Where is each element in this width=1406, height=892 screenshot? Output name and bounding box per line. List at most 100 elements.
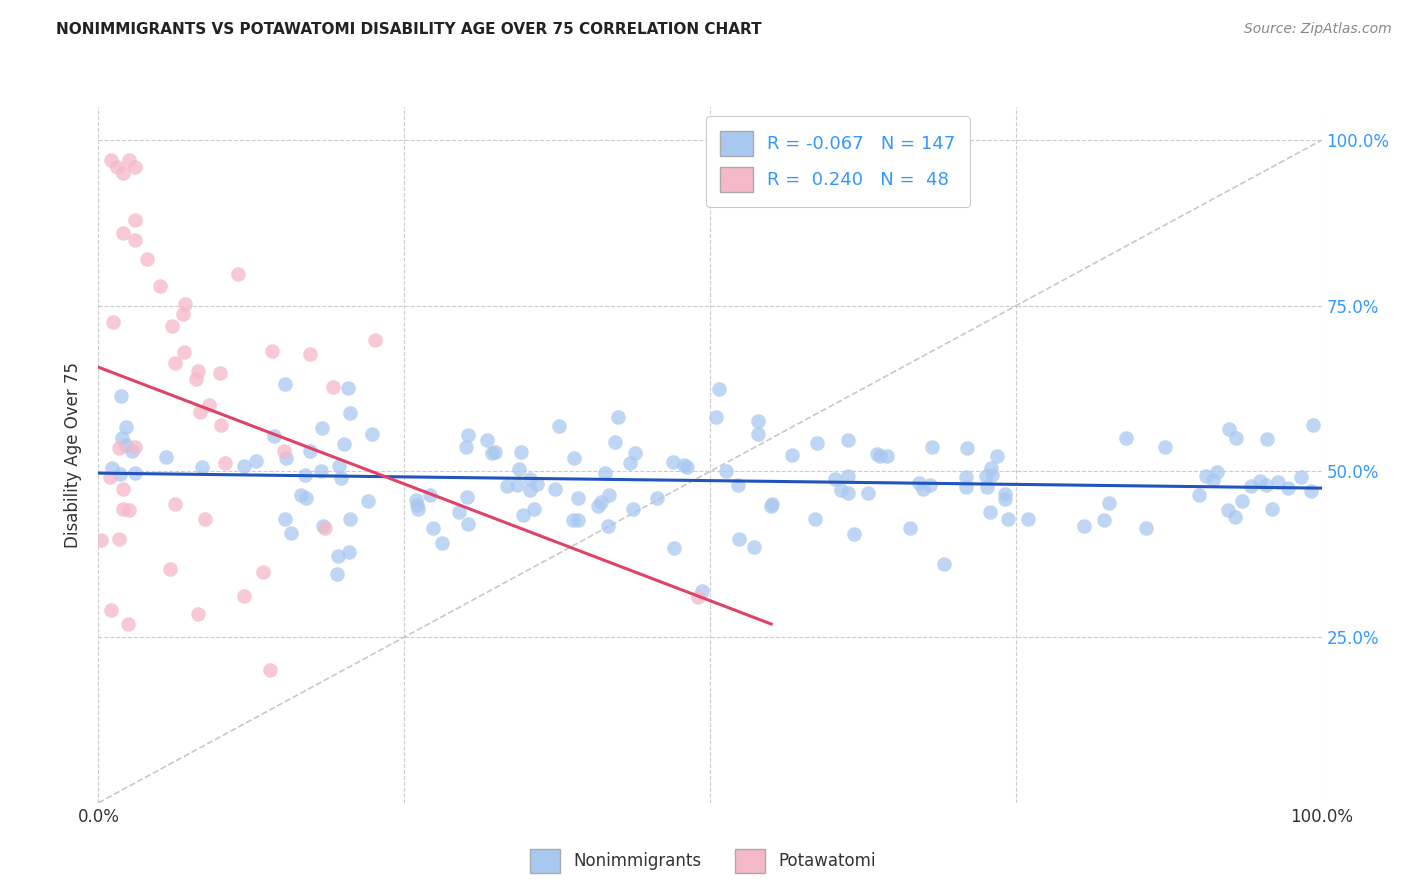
Legend: R = -0.067   N = 147, R =  0.240   N =  48: R = -0.067 N = 147, R = 0.240 N = 48 — [706, 116, 970, 207]
Point — [280, 525, 302, 540]
Point — [456, 490, 478, 504]
Point — [259, 663, 281, 677]
Point — [747, 426, 769, 441]
Point — [105, 160, 128, 174]
Text: NONIMMIGRANTS VS POTAWATOMI DISABILITY AGE OVER 75 CORRELATION CHART: NONIMMIGRANTS VS POTAWATOMI DISABILITY A… — [56, 22, 762, 37]
Point — [98, 470, 121, 484]
Point — [328, 459, 350, 474]
Point — [117, 616, 139, 631]
Point — [299, 346, 322, 360]
Point — [405, 498, 427, 512]
Point — [174, 297, 197, 311]
Point — [830, 483, 852, 498]
Point — [1267, 475, 1289, 490]
Point — [149, 279, 172, 293]
Point — [111, 226, 134, 240]
Point — [1256, 432, 1278, 446]
Point — [110, 389, 132, 403]
Point — [856, 486, 879, 500]
Point — [704, 410, 727, 425]
Point — [824, 472, 846, 486]
Point — [1289, 469, 1312, 483]
Point — [727, 478, 749, 492]
Point — [994, 486, 1017, 500]
Point — [981, 468, 1004, 483]
Point — [165, 497, 187, 511]
Point — [837, 469, 859, 483]
Point — [110, 467, 132, 481]
Point — [194, 512, 217, 526]
Point — [932, 558, 955, 572]
Point — [186, 372, 208, 386]
Point — [562, 450, 585, 465]
Point — [707, 382, 730, 396]
Point — [920, 478, 942, 492]
Text: Source: ZipAtlas.com: Source: ZipAtlas.com — [1244, 22, 1392, 37]
Point — [361, 427, 384, 442]
Point — [837, 433, 859, 447]
Point — [263, 429, 285, 443]
Point — [314, 521, 336, 535]
Point — [994, 492, 1017, 507]
Point — [481, 446, 503, 460]
Point — [449, 505, 471, 519]
Point — [955, 470, 977, 484]
Point — [294, 467, 316, 482]
Point — [111, 166, 134, 180]
Point — [124, 467, 146, 481]
Point — [908, 475, 931, 490]
Point — [976, 469, 998, 483]
Point — [782, 448, 804, 462]
Point — [806, 435, 828, 450]
Point — [1230, 493, 1253, 508]
Y-axis label: Disability Age Over 75: Disability Age Over 75 — [65, 362, 83, 548]
Point — [245, 454, 267, 468]
Point — [842, 527, 865, 541]
Point — [124, 440, 146, 454]
Point — [165, 356, 187, 370]
Point — [728, 533, 751, 547]
Point — [274, 377, 297, 392]
Point — [759, 499, 782, 513]
Point — [118, 503, 141, 517]
Point — [567, 513, 589, 527]
Point — [673, 458, 696, 472]
Point — [803, 512, 825, 526]
Point — [837, 486, 859, 500]
Point — [419, 488, 441, 502]
Point — [299, 444, 322, 458]
Point — [955, 480, 977, 494]
Point — [295, 491, 318, 505]
Point — [548, 419, 571, 434]
Point — [252, 565, 274, 579]
Point — [124, 233, 146, 247]
Point — [544, 483, 567, 497]
Point — [519, 483, 541, 497]
Point — [986, 449, 1008, 463]
Point — [676, 459, 699, 474]
Point — [405, 493, 427, 508]
Point — [336, 381, 359, 395]
Point — [662, 455, 685, 469]
Point — [598, 488, 620, 502]
Point — [647, 491, 669, 505]
Point — [1218, 503, 1240, 517]
Point — [876, 449, 898, 463]
Point — [159, 561, 181, 575]
Point — [333, 436, 356, 450]
Point — [273, 444, 295, 458]
Point — [508, 462, 530, 476]
Point — [232, 590, 254, 604]
Point — [226, 268, 249, 282]
Point — [1302, 418, 1324, 433]
Point — [567, 491, 589, 505]
Point — [187, 364, 209, 378]
Point — [214, 456, 236, 470]
Point — [101, 461, 124, 475]
Point — [624, 446, 647, 460]
Point — [979, 505, 1001, 519]
Point — [523, 502, 546, 516]
Point — [209, 366, 232, 380]
Point — [586, 499, 609, 513]
Point — [956, 442, 979, 456]
